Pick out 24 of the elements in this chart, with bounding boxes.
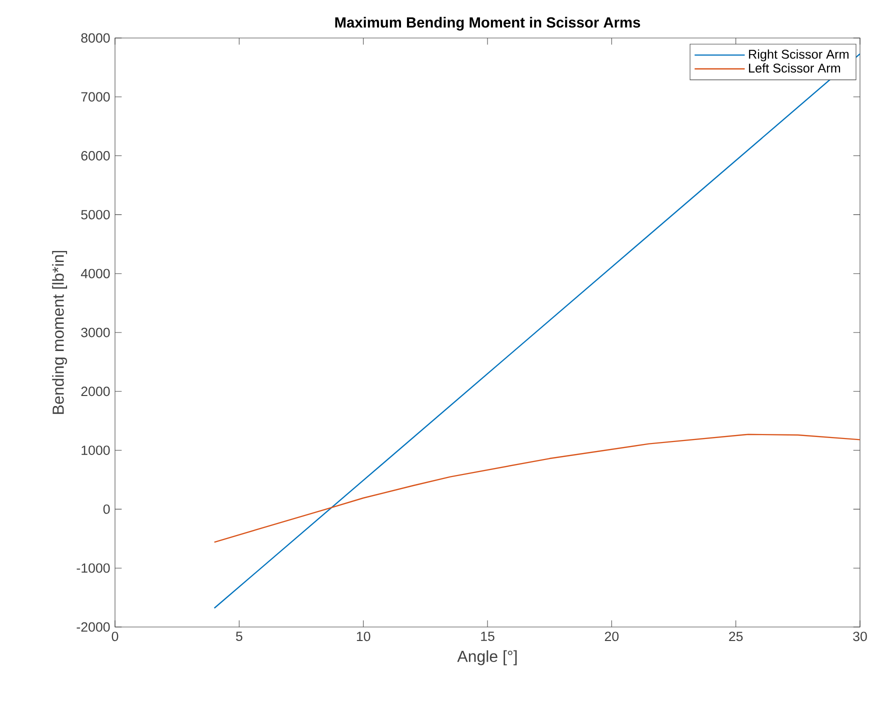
y-tick-label: 5000	[81, 210, 110, 220]
x-tick-label: 15	[481, 632, 494, 641]
y-tick-label: 6000	[81, 151, 110, 160]
y-tick-label: 0	[103, 504, 110, 514]
y-tick-label: 2000	[81, 386, 110, 396]
x-tick-label: 20	[604, 632, 619, 642]
x-tick-label: 25	[729, 632, 743, 642]
y-tick-label: 4000	[80, 268, 110, 278]
y-axis-title: Bending moment [lb*in]	[52, 250, 68, 414]
y-tick-label: 7000	[81, 92, 110, 102]
y-tick-label: 3000	[81, 328, 110, 338]
x-tick-label: 0	[112, 632, 118, 642]
y-tick-label: 1000	[82, 446, 110, 455]
y-tick-label: 8000	[81, 33, 110, 43]
y-tick-label: -1000	[76, 563, 110, 573]
legend-label: Left Scissor Arm	[749, 63, 840, 73]
x-tick-label: 10	[356, 632, 370, 642]
x-axis-title: Angle [°]	[457, 650, 517, 666]
chart-title: Maximum Bending Moment in Scissor Arms	[335, 16, 640, 31]
x-tick-label: 5	[236, 632, 242, 641]
y-tick-label: -2000	[76, 622, 110, 632]
legend-label: Right Scissor Arm	[749, 49, 848, 62]
x-tick-label: 30	[853, 632, 867, 642]
line-series	[214, 434, 860, 543]
